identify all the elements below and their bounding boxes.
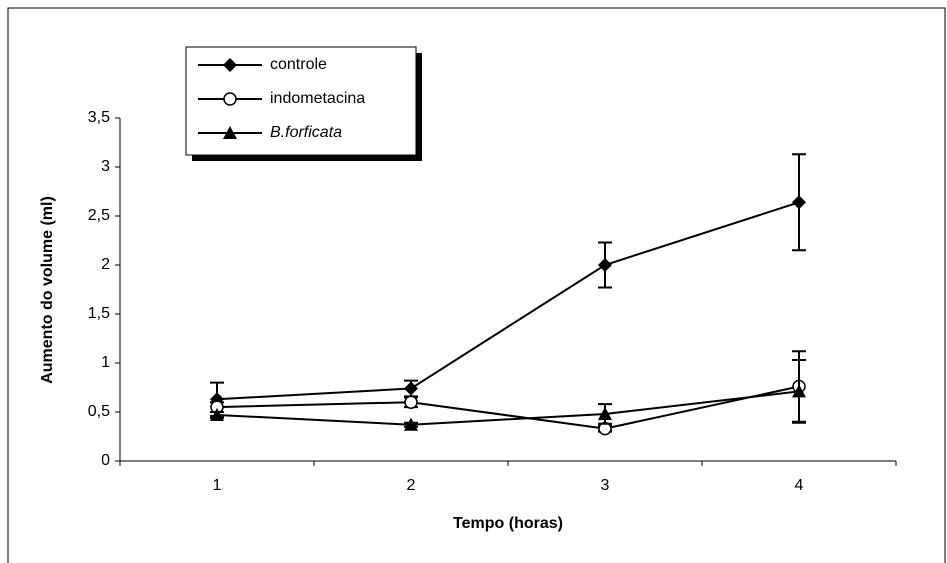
legend-label: indometacina xyxy=(270,90,365,107)
marker xyxy=(598,258,612,272)
y-tick-label: 3,5 xyxy=(88,109,110,126)
x-tick-label: 2 xyxy=(407,477,416,494)
legend-label: controle xyxy=(270,56,327,73)
y-tick-label: 1,5 xyxy=(88,305,110,322)
x-tick-label: 1 xyxy=(213,477,222,494)
legend-marker xyxy=(223,58,237,72)
marker xyxy=(404,395,418,409)
legend-label: B.forficata xyxy=(270,124,342,141)
y-tick-label: 3 xyxy=(101,158,110,175)
marker xyxy=(404,381,418,396)
legend-marker xyxy=(223,126,237,139)
marker xyxy=(792,384,806,398)
y-tick-label: 1 xyxy=(101,354,110,371)
x-axis-label: Tempo (horas) xyxy=(453,515,563,532)
marker xyxy=(792,195,806,210)
marker xyxy=(210,407,224,421)
series-line xyxy=(216,385,800,430)
chart-frame xyxy=(7,7,946,563)
y-tick-label: 0,5 xyxy=(88,403,110,420)
y-axis-label: Aumento do volume (ml) xyxy=(39,196,56,384)
x-tick-label: 4 xyxy=(795,477,804,494)
series-line xyxy=(216,390,800,426)
legend-marker xyxy=(223,92,237,106)
y-tick-label: 0 xyxy=(101,452,110,469)
series-line xyxy=(216,201,800,401)
y-tick-label: 2 xyxy=(101,256,110,273)
marker xyxy=(598,406,612,420)
y-tick-label: 2,5 xyxy=(88,207,110,224)
x-tick-label: 3 xyxy=(601,477,610,494)
marker xyxy=(404,417,418,431)
